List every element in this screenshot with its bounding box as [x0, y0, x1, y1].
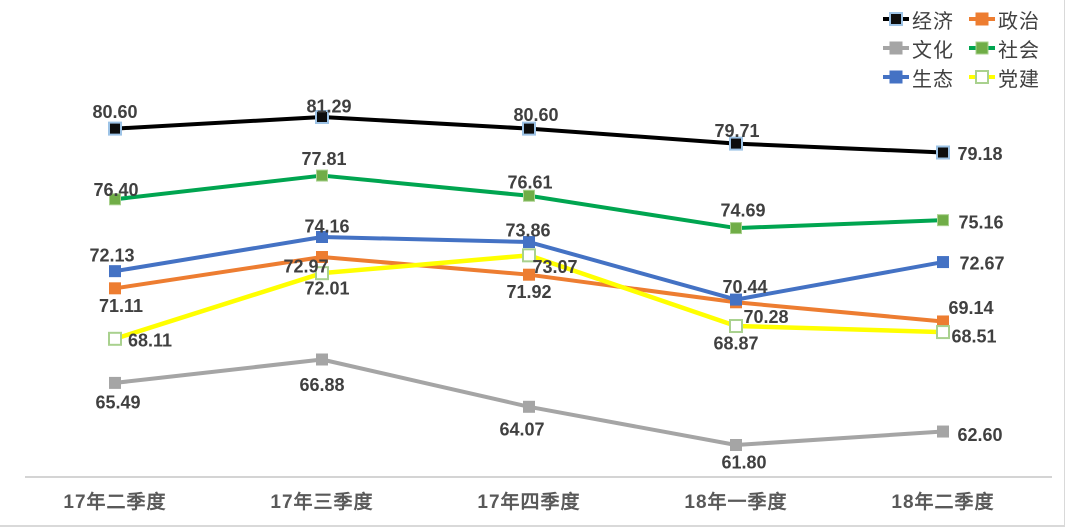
data-label-wenhua-3: 61.80	[721, 453, 766, 473]
marker-zhengzhi-0	[109, 282, 121, 295]
legend-item-shengtai: 生态	[882, 66, 954, 91]
data-label-zhengzhi-0: 71.11	[99, 296, 143, 316]
data-label-shehui-2: 76.61	[507, 172, 552, 192]
marker-shehui-0	[109, 193, 121, 206]
legend-marker-shehui-icon	[969, 41, 995, 55]
data-label-shehui-1: 77.81	[301, 149, 346, 169]
marker-shehui-2	[523, 189, 535, 202]
data-label-dangjian-3: 68.87	[713, 334, 758, 354]
marker-shengtai-2	[523, 236, 535, 249]
marker-wenhua-2	[523, 400, 535, 413]
marker-jingji-0	[108, 121, 122, 136]
marker-jingji-2	[522, 121, 536, 136]
x-axis-label-1: 17年三季度	[270, 490, 373, 513]
legend-label-zhengzhi: 政治	[998, 10, 1040, 33]
marker-dangjian-0	[108, 331, 122, 346]
data-label-shengtai-2: 73.86	[505, 221, 550, 241]
marker-shengtai-4	[937, 256, 949, 269]
marker-jingji-4	[936, 145, 950, 160]
marker-zhengzhi-1	[316, 251, 328, 264]
marker-zhengzhi-2	[523, 268, 535, 281]
x-axis-label-2: 17年四季度	[477, 490, 580, 513]
marker-jingji-3	[729, 136, 743, 151]
legend-item-zhengzhi: 政治	[968, 8, 1040, 33]
marker-dangjian-2	[522, 248, 536, 263]
marker-shehui-4	[937, 214, 949, 227]
data-label-wenhua-4: 62.60	[957, 425, 1002, 445]
data-label-zhengzhi-4: 69.14	[948, 298, 993, 318]
data-label-shengtai-1: 74.16	[304, 216, 349, 236]
data-label-zhengzhi-3: 70.28	[743, 307, 788, 327]
legend-item-shehui: 社会	[968, 37, 1040, 62]
legend-marker-zhengzhi-icon	[969, 12, 995, 26]
marker-wenhua-4	[937, 425, 949, 438]
x-axis-label-0: 17年二季度	[63, 490, 166, 513]
legend-label-jingji: 经济	[912, 10, 954, 33]
data-label-wenhua-0: 65.49	[95, 392, 140, 412]
data-label-jingji-3: 79.71	[714, 121, 759, 141]
legend-marker-dangjian-icon	[969, 70, 995, 84]
legend-label-dangjian: 党建	[998, 68, 1040, 91]
data-label-jingji-1: 81.29	[306, 97, 351, 117]
data-label-zhengzhi-2: 71.92	[506, 282, 551, 302]
data-label-shehui-3: 74.69	[720, 201, 765, 221]
data-label-shengtai-4: 72.67	[959, 254, 1004, 274]
marker-shehui-1	[316, 169, 328, 182]
x-axis-label-4: 18年二季度	[891, 490, 994, 513]
legend: 经济 政治文化 社会生态 党建	[882, 8, 1040, 91]
marker-wenhua-3	[730, 439, 742, 451]
legend-label-wenhua: 文化	[912, 39, 954, 62]
legend-label-shengtai: 生态	[912, 68, 954, 91]
data-label-shengtai-0: 72.13	[89, 246, 134, 266]
legend-item-dangjian: 党建	[968, 66, 1040, 91]
data-label-dangjian-0: 68.11	[128, 330, 172, 350]
marker-wenhua-0	[109, 376, 121, 389]
legend-marker-shengtai-icon	[883, 70, 909, 84]
legend-item-wenhua: 文化	[882, 37, 954, 62]
data-label-wenhua-2: 64.07	[499, 419, 544, 439]
legend-marker-jingji-icon	[883, 12, 909, 26]
data-label-shehui-0: 76.40	[93, 180, 138, 200]
data-label-jingji-0: 80.60	[92, 102, 137, 122]
legend-marker-wenhua-icon	[883, 41, 909, 55]
data-label-shehui-4: 75.16	[958, 213, 1003, 233]
data-label-wenhua-1: 66.88	[299, 375, 344, 395]
data-label-dangjian-2: 73.07	[532, 257, 577, 277]
data-label-jingji-2: 80.60	[513, 105, 558, 125]
marker-shengtai-0	[109, 265, 121, 278]
data-label-dangjian-4: 68.51	[951, 327, 996, 347]
marker-wenhua-1	[316, 353, 328, 366]
data-label-dangjian-1: 72.01	[304, 279, 349, 299]
marker-shehui-3	[730, 222, 742, 235]
marker-shengtai-3	[730, 293, 742, 306]
marker-dangjian-3	[729, 319, 743, 334]
legend-label-shehui: 社会	[998, 39, 1040, 62]
marker-jingji-1	[315, 110, 329, 125]
data-label-jingji-4: 79.18	[957, 144, 1002, 164]
data-label-shengtai-3: 70.44	[722, 277, 767, 297]
marker-shengtai-1	[316, 230, 328, 243]
legend-item-jingji: 经济	[882, 8, 954, 33]
x-axis-label-3: 18年一季度	[684, 490, 787, 513]
data-label-zhengzhi-1: 72.97	[283, 257, 328, 277]
marker-dangjian-4	[936, 325, 950, 340]
marker-dangjian-1	[315, 266, 329, 281]
